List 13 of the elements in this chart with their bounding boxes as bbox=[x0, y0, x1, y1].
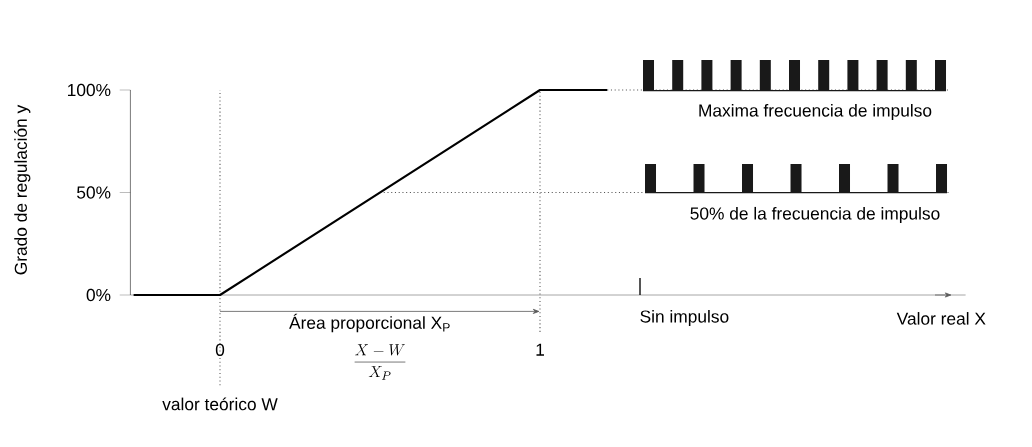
x-tick-label: 1 bbox=[536, 343, 544, 356]
y-axis-title: Grado de regulación y bbox=[14, 104, 31, 275]
x-tick-label: 0 bbox=[215, 343, 225, 356]
text: Área proporcional X$_{P}$ bbox=[289, 313, 450, 333]
text: $\frac{X - W}{X_{P}}$ bbox=[354, 344, 406, 380]
annotation: 50% de la frecuencia de impulso bbox=[690, 206, 940, 224]
annotation: Maxima frecuencia de impulso bbox=[699, 103, 932, 121]
y-tick-label: 50% bbox=[77, 186, 111, 199]
y-tick-label: 100% bbox=[68, 83, 111, 97]
text: Sin impulso bbox=[640, 309, 729, 327]
ref-line-label: valor teórico W bbox=[162, 397, 278, 411]
y-tick-label: 0% bbox=[86, 288, 111, 302]
x-axis-title: Valor real X bbox=[896, 312, 986, 325]
